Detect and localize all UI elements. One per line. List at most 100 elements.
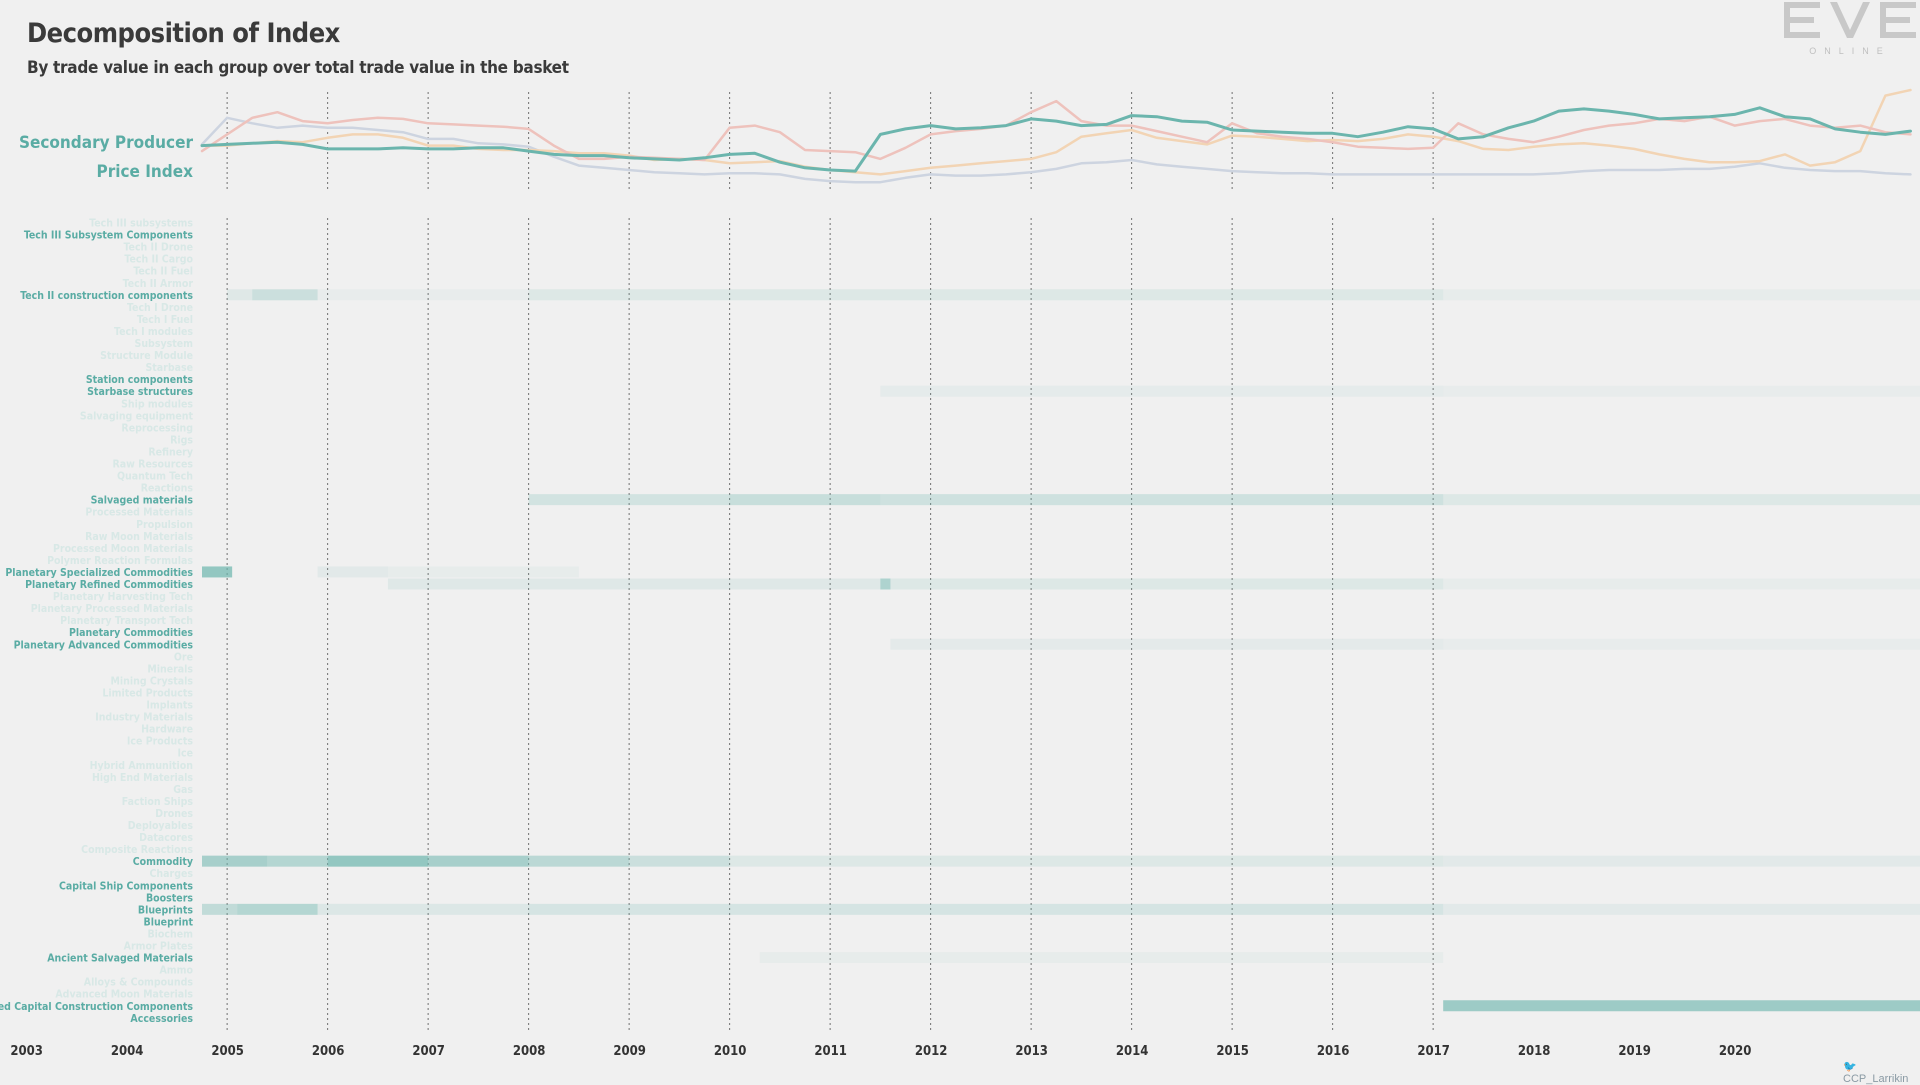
heatmap-row-label: Ice Products	[127, 736, 193, 748]
heat-cell	[317, 566, 388, 578]
heat-cell	[528, 855, 630, 867]
heatmap-row-label: Drones	[155, 808, 193, 820]
heatmap-row-label: Hardware	[141, 724, 193, 736]
heat-cell	[1443, 903, 1920, 915]
heatmap-row-label: Datacores	[139, 832, 193, 844]
logo-wordmark: ONLINE	[1809, 46, 1891, 56]
heatmap-row-label: Tech II construction components	[20, 290, 193, 302]
x-tick-label: 2016	[1317, 1044, 1350, 1059]
x-tick-label: 2006	[312, 1044, 345, 1059]
heatmap-row-label: Minerals	[147, 663, 193, 675]
heatmap-row-label: Starbase structures	[87, 386, 193, 398]
x-tick-label: 2008	[513, 1044, 546, 1059]
heatmap-row-label: Planetary Transport Tech	[60, 615, 193, 627]
heatmap-row-label: Propulsion	[136, 519, 193, 531]
x-tick-label: 2004	[111, 1044, 144, 1059]
heatmap-row-label: Salvaging equipment	[80, 410, 194, 422]
heatmap-row-label: Boosters	[146, 892, 193, 904]
heatmap-row-label: Tech III subsystems	[89, 218, 193, 230]
heatmap-row-label: Reprocessing	[121, 422, 193, 434]
heat-cell	[237, 903, 318, 915]
heat-cell	[252, 289, 318, 301]
heatmap-row-label: Ship modules	[121, 398, 193, 410]
heatmap-row-label: Accessories	[130, 1013, 193, 1025]
heatmap-row-label: Tech II Drone	[123, 242, 193, 254]
heat-cell	[880, 385, 1444, 397]
heatmap-row-label: Quantum Tech	[117, 471, 193, 483]
heat-cell	[759, 952, 1444, 964]
heatmap-row-label: Industry Materials	[95, 712, 193, 724]
heatmap-row-label: Ore	[174, 651, 193, 663]
credit-handle: CCP_Larrikin	[1843, 1073, 1909, 1085]
heat-cell	[1443, 385, 1920, 397]
heatmap-row-label: Planetary Advanced Commodities	[14, 639, 194, 651]
heatmap-row-label: Planetary Specialized Commodities	[5, 567, 193, 579]
heatmap-row-label: Starbase	[145, 362, 193, 374]
heatmap-row-label: Rigs	[170, 434, 193, 446]
heat-cell	[528, 903, 1444, 915]
heat-cell	[387, 578, 881, 590]
heatmap-row-label: Ammo	[160, 965, 194, 977]
x-tick-label: 2009	[613, 1044, 646, 1059]
x-tick-label: 2017	[1417, 1044, 1450, 1059]
heatmap-row-label: Hybrid Ammunition	[90, 760, 193, 772]
heatmap-row-label: Ice	[177, 748, 193, 760]
heat-cell	[1443, 638, 1920, 650]
heatmap-row-label: High End Materials	[92, 772, 193, 784]
heatmap-row-label: Capital Ship Components	[59, 880, 193, 892]
heatmap-row-label: Station components	[86, 374, 194, 386]
heatmap-row-label: Deployables	[128, 820, 194, 832]
x-tick-label: 2018	[1518, 1044, 1551, 1059]
heatmap-row-label: Tech I modules	[114, 326, 193, 338]
heatmap-row-label: Raw Moon Materials	[85, 531, 193, 543]
heat-cell	[267, 855, 328, 867]
x-tick-label: 2005	[211, 1044, 244, 1059]
heatmap-row-label: Structure Module	[100, 350, 193, 362]
heat-cell	[890, 578, 1444, 590]
heatmap-row-label: Commodity	[133, 856, 193, 868]
heat-cell	[880, 578, 891, 590]
heatmap-row-label: Refinery	[148, 446, 193, 458]
series-line-red	[200, 99, 1912, 162]
heatmap-row-label: Polymer Reaction Formulas	[47, 555, 193, 567]
heatmap-row-label: Faction Ships	[122, 796, 194, 808]
heatmap-row-label: Advanced Moon Materials	[55, 989, 193, 1001]
heatmap-row-label: Tech III Subsystem Components	[24, 230, 194, 242]
heatmap-row-label: Planetary Harvesting Tech	[53, 591, 193, 603]
heat-cell	[729, 494, 881, 506]
chart-title: Decomposition of Index	[27, 18, 340, 49]
heatmap-row-label: Biochem	[147, 928, 193, 940]
heat-cell	[327, 855, 429, 867]
heatmap-row-label: Limited Products	[102, 687, 193, 699]
heat-cell	[317, 903, 529, 915]
heatmap-row-label: Tech II Armor	[123, 278, 194, 290]
heatmap-row-label: Implants	[146, 700, 193, 712]
x-tick-label: 2012	[915, 1044, 948, 1059]
heat-cell	[227, 289, 253, 301]
series-line-orange	[200, 88, 1912, 176]
heatmap-row-label: Tech II Cargo	[124, 254, 193, 266]
heatmap-row-label: Alloys & Compounds	[84, 977, 194, 989]
heatmap-row-label: Tech I Drone	[127, 302, 193, 314]
heatmap-row-label: Mining Crystals	[111, 675, 194, 687]
heatmap-row-label: Reactions	[141, 483, 194, 495]
heatmap-row-label: Planetary Processed Materials	[31, 603, 194, 615]
heat-cell	[1443, 1000, 1920, 1012]
heatmap-row-label: Subsystem	[135, 338, 194, 350]
heat-cell	[1443, 494, 1920, 506]
heatmap-row-label: Charges	[150, 868, 194, 880]
author-credit: 🐦CCP_Larrikin	[1843, 1060, 1920, 1085]
twitter-bird-icon: 🐦	[1843, 1061, 1857, 1073]
heat-cell	[1443, 289, 1920, 301]
heat-cell	[890, 638, 1444, 650]
heatmap-row-label: Composite Reactions	[81, 844, 193, 856]
x-tick-label: 2019	[1618, 1044, 1651, 1059]
heatmap-row-label: Salvaged materials	[91, 495, 194, 507]
heatmap-row-label: Armor Plates	[124, 941, 194, 953]
heat-cell	[202, 566, 233, 578]
line-chart-ylabel-line: Price Index	[96, 162, 193, 182]
series-line-blue	[200, 116, 1912, 184]
heatmap-row-label: Planetary Refined Commodities	[25, 579, 193, 591]
heat-cell	[528, 494, 730, 506]
